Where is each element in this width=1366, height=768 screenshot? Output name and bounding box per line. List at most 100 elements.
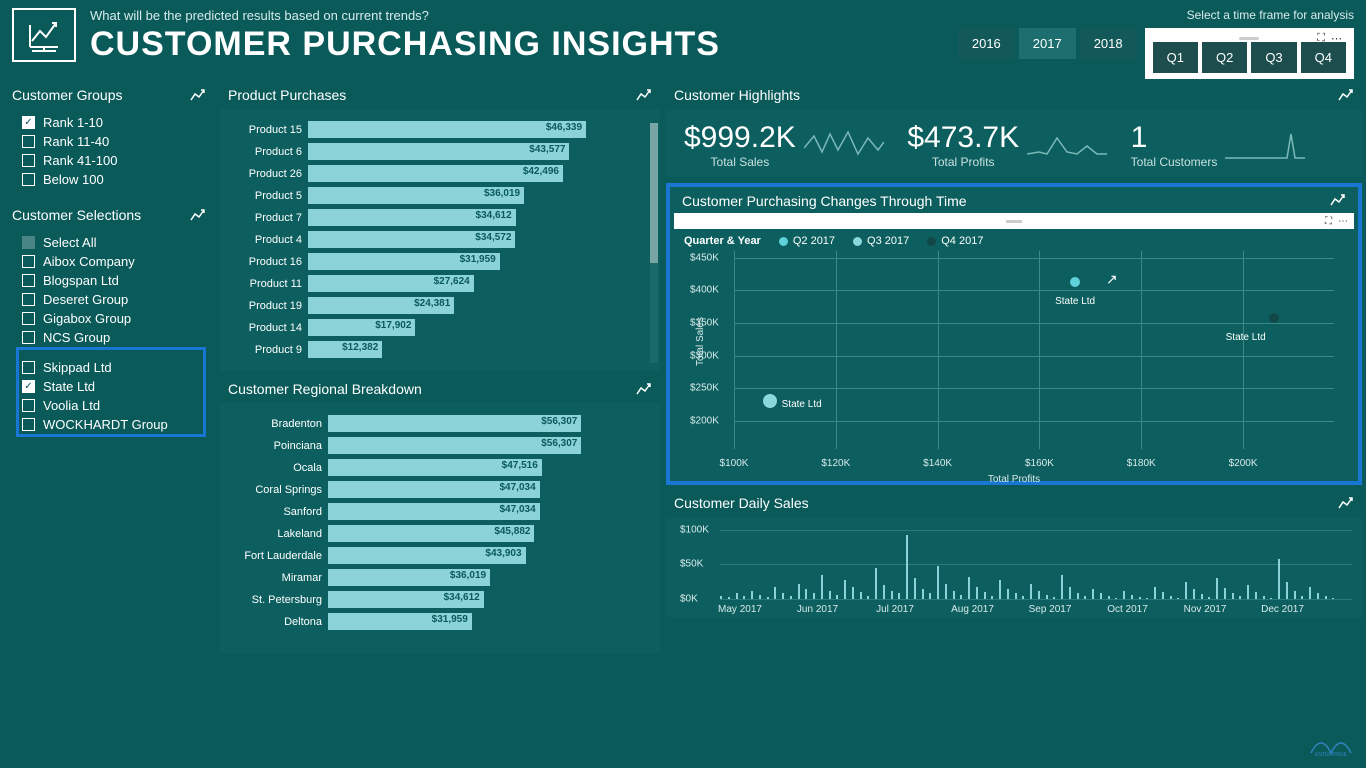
scatter-plot[interactable]: $450K$400K$350K$300K$250K$200K$100K$120K… [684,251,1344,477]
daily-bar[interactable] [914,578,916,599]
daily-bar[interactable] [860,592,862,599]
chart-icon[interactable] [1330,193,1346,207]
daily-bar[interactable] [1154,587,1156,599]
year-button-2016[interactable]: 2016 [958,28,1015,59]
daily-bar[interactable] [1046,595,1048,599]
chart-icon[interactable] [1338,496,1354,510]
daily-bar[interactable] [1131,595,1133,599]
daily-bar[interactable] [1038,591,1040,599]
focus-icon[interactable]: ⛶ [1317,32,1325,45]
filter-item[interactable]: Deseret Group [22,290,206,309]
daily-bar[interactable] [1278,559,1280,599]
bar-row[interactable]: Fort Lauderdale$43,903 [232,547,642,564]
daily-bar[interactable] [782,593,784,599]
daily-bar[interactable] [1232,593,1234,599]
chart-icon[interactable] [190,208,206,222]
filter-item[interactable]: ✓State Ltd [22,377,203,396]
bar-row[interactable]: Ocala$47,516 [232,459,642,476]
bar-row[interactable]: Coral Springs$47,034 [232,481,642,498]
bar-row[interactable]: Product 4$34,572 [232,231,642,248]
daily-bar[interactable] [1325,596,1327,599]
bar-row[interactable]: Lakeland$45,882 [232,525,642,542]
filter-item[interactable]: Voolia Ltd [22,396,203,415]
daily-bar[interactable] [1146,598,1148,599]
daily-bar[interactable] [1022,596,1024,599]
daily-bar[interactable] [844,580,846,599]
daily-bar[interactable] [759,595,761,599]
daily-bar[interactable] [1069,587,1071,599]
daily-bar[interactable] [960,595,962,599]
more-icon[interactable]: ⋯ [1331,32,1342,45]
daily-bar[interactable] [1255,592,1257,599]
filter-item[interactable]: Aibox Company [22,252,206,271]
bar-row[interactable]: Product 26$42,496 [232,165,642,182]
daily-bar[interactable] [991,596,993,599]
bar-row[interactable]: Product 5$36,019 [232,187,642,204]
daily-bar[interactable] [1332,598,1334,599]
daily-bar[interactable] [751,591,753,599]
quarter-button-Q3[interactable]: Q3 [1251,42,1296,73]
daily-bar[interactable] [1309,587,1311,599]
focus-icon[interactable]: ⛶ [1325,216,1332,227]
year-button-2017[interactable]: 2017 [1019,28,1076,59]
bar-row[interactable]: Product 19$24,381 [232,297,642,314]
daily-bar[interactable] [1077,593,1079,599]
daily-bar[interactable] [1224,588,1226,599]
daily-bar[interactable] [821,575,823,599]
filter-item[interactable]: ✓Rank 1-10 [22,113,206,132]
daily-bar[interactable] [1139,597,1141,599]
filter-item[interactable]: Skippad Ltd [22,358,203,377]
daily-bar[interactable] [1115,598,1117,599]
filter-item[interactable]: Select All [22,233,206,252]
daily-bar[interactable] [829,591,831,599]
bar-row[interactable]: Bradenton$56,307 [232,415,642,432]
year-button-2018[interactable]: 2018 [1080,28,1137,59]
quarter-button-Q4[interactable]: Q4 [1301,42,1346,73]
legend-item[interactable]: Q3 2017 [853,235,909,247]
daily-bar[interactable] [883,585,885,599]
daily-bar[interactable] [1216,578,1218,599]
daily-bar[interactable] [1286,582,1288,599]
bar-row[interactable]: Deltona$31,959 [232,613,642,630]
daily-bar[interactable] [1108,596,1110,599]
daily-bar[interactable] [1007,589,1009,599]
daily-bar[interactable] [1177,598,1179,599]
scrollbar[interactable] [650,123,658,363]
daily-bar[interactable] [1061,575,1063,599]
legend-item[interactable]: Q4 2017 [927,235,983,247]
daily-bar[interactable] [1170,596,1172,599]
daily-bar[interactable] [1193,589,1195,599]
daily-bar[interactable] [774,587,776,599]
bar-row[interactable]: Poinciana$56,307 [232,437,642,454]
filter-item[interactable]: Rank 41-100 [22,151,206,170]
filter-item[interactable]: Below 100 [22,170,206,189]
daily-bar[interactable] [945,584,947,599]
daily-bar[interactable] [1123,591,1125,599]
legend-item[interactable]: Q2 2017 [779,235,835,247]
daily-bar[interactable] [1201,594,1203,599]
bar-row[interactable]: Product 7$34,612 [232,209,642,226]
daily-bar[interactable] [1294,591,1296,599]
chart-icon[interactable] [1338,88,1354,102]
daily-bar[interactable] [790,596,792,599]
bar-row[interactable]: Product 11$27,624 [232,275,642,292]
more-icon[interactable]: ⋯ [1338,216,1348,227]
daily-bar[interactable] [1084,596,1086,599]
daily-bar[interactable] [1270,598,1272,599]
daily-bar[interactable] [1301,596,1303,599]
bar-row[interactable]: Product 16$31,959 [232,253,642,270]
quarter-button-Q1[interactable]: Q1 [1153,42,1198,73]
bar-row[interactable]: Sanford$47,034 [232,503,642,520]
scatter-point[interactable] [763,394,777,408]
daily-bar[interactable] [1015,593,1017,599]
daily-bar[interactable] [1247,585,1249,599]
daily-bar[interactable] [1053,597,1055,599]
bar-row[interactable]: St. Petersburg$34,612 [232,591,642,608]
daily-bar[interactable] [976,587,978,599]
daily-bar[interactable] [1030,584,1032,599]
daily-bar[interactable] [720,596,722,599]
daily-bar[interactable] [1100,593,1102,599]
bar-row[interactable]: Miramar$36,019 [232,569,642,586]
bar-row[interactable]: Product 9$12,382 [232,341,642,358]
bar-row[interactable]: Product 15$46,339 [232,121,642,138]
